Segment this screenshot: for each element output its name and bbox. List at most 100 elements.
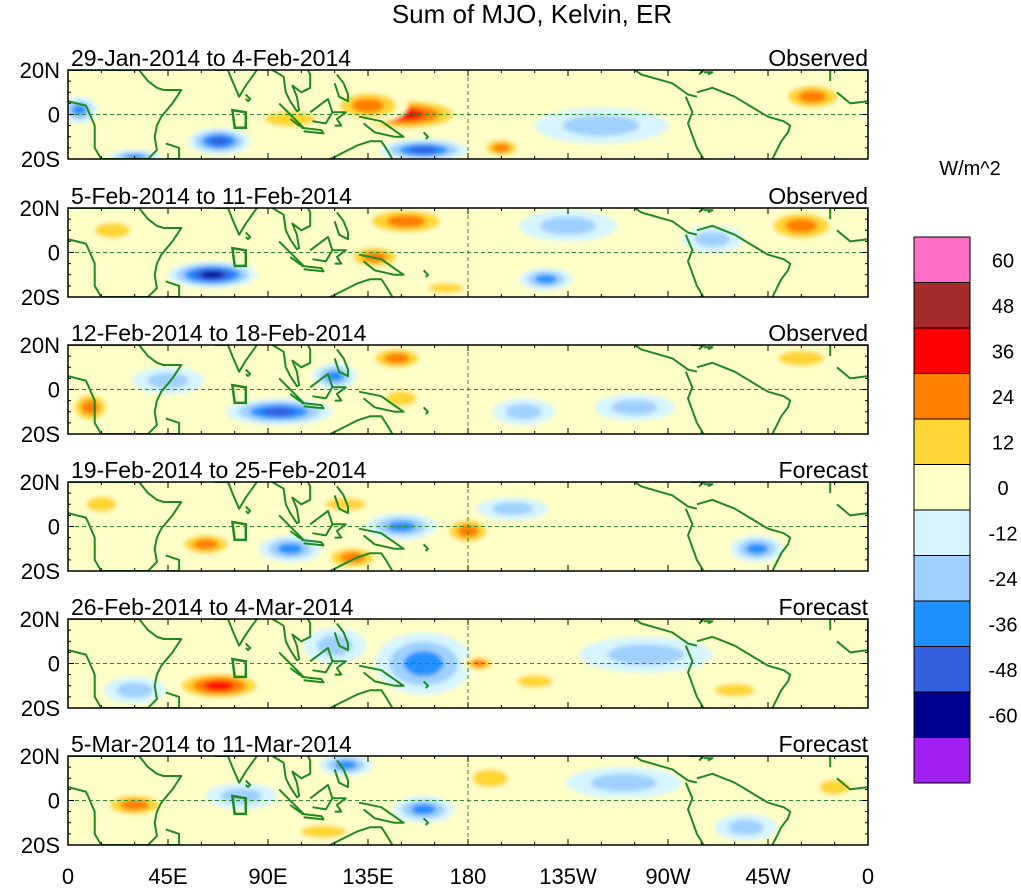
coastline xyxy=(214,345,258,373)
coastline xyxy=(690,756,705,762)
x-tick-label: 90E xyxy=(248,864,287,889)
coastline xyxy=(358,390,405,413)
colorbar-swatch xyxy=(913,555,971,602)
index-region-box xyxy=(230,520,248,542)
anomaly-contour xyxy=(203,680,235,691)
colorbar-swatch xyxy=(913,600,971,647)
panel-period: 5-Mar-2014 to 11-Mar-2014 xyxy=(71,731,352,757)
y-tick-label: 0 xyxy=(48,241,60,266)
coastline xyxy=(165,142,181,159)
coastlines xyxy=(68,70,868,159)
y-tick-label: 0 xyxy=(48,515,60,540)
colorbar-swatch xyxy=(913,737,971,784)
anomaly-contour xyxy=(539,216,597,235)
coastline xyxy=(634,482,698,510)
colorbar-label: 0 xyxy=(997,478,1008,500)
panel-ticks xyxy=(67,755,869,846)
y-tick-label: 0 xyxy=(48,103,60,128)
panel-status: Forecast xyxy=(779,731,869,757)
map-panel: 20N 0 20S 5-Mar-2014 to 11-Mar-2014 Forecast xyxy=(20,731,869,858)
coastline xyxy=(358,801,405,824)
panel-period: 26-Feb-2014 to 4-Mar-2014 xyxy=(71,594,354,620)
y-tick-label: 0 xyxy=(48,789,60,814)
anomaly-contour xyxy=(798,90,827,103)
anomaly-contour xyxy=(694,231,731,247)
coastline xyxy=(214,756,258,784)
index-region-box xyxy=(230,794,248,816)
map-panel: 20N 0 20S 5-Feb-2014 to 11-Feb-2014 Observed xyxy=(20,183,869,310)
anomaly-contour xyxy=(472,769,509,788)
coastline xyxy=(320,826,394,845)
coastline xyxy=(696,86,792,159)
coastline xyxy=(333,73,349,103)
colorbar-label: 48 xyxy=(992,296,1014,318)
coastline xyxy=(68,208,183,297)
anomaly-contour xyxy=(727,819,764,835)
coastline xyxy=(320,415,394,434)
panel-ticks xyxy=(67,207,869,298)
y-tick-label: 20S xyxy=(21,422,60,447)
coastline xyxy=(829,482,868,517)
coastline xyxy=(301,126,325,135)
coastline xyxy=(245,779,252,789)
panel-period: 19-Feb-2014 to 25-Feb-2014 xyxy=(71,457,367,483)
coastline xyxy=(829,619,868,654)
coastlines xyxy=(68,482,868,571)
colorbar-swatch xyxy=(913,236,971,283)
colorbar-label: 60 xyxy=(992,251,1014,273)
colorbar-label: 12 xyxy=(992,433,1014,455)
coastlines xyxy=(68,345,868,434)
coastline xyxy=(68,619,183,708)
anomaly-contour xyxy=(471,659,487,668)
coastline xyxy=(690,208,705,214)
anomaly-contour xyxy=(778,350,825,367)
y-tick-label: 20N xyxy=(20,744,60,769)
anomaly-field xyxy=(74,490,784,571)
coastline xyxy=(214,208,258,236)
colorbar-swatch xyxy=(913,464,971,511)
coastline xyxy=(422,269,429,278)
anomaly-contour xyxy=(714,683,756,697)
panel-period: 29-Jan-2014 to 4-Feb-2014 xyxy=(71,45,351,71)
colorbar-swatch xyxy=(913,646,971,693)
coastline xyxy=(165,828,181,845)
panel-ticks xyxy=(67,344,869,435)
coastline xyxy=(690,619,705,625)
map-panel: 20N 0 20S 29-Jan-2014 to 4-Feb-2014 Observed xyxy=(20,45,869,172)
coastline xyxy=(684,371,705,434)
coastline xyxy=(301,538,325,547)
x-tick-label: 180 xyxy=(450,864,487,889)
colorbar-label: -36 xyxy=(989,615,1018,637)
coastline xyxy=(422,406,429,415)
coastline xyxy=(333,485,349,515)
anomaly-contour xyxy=(505,404,542,420)
anomaly-contour xyxy=(819,779,850,795)
coastline xyxy=(422,817,429,826)
panel-status: Observed xyxy=(768,320,868,346)
coastline xyxy=(332,797,347,813)
coastline xyxy=(829,345,868,380)
coastline xyxy=(703,346,714,351)
panel-status: Observed xyxy=(768,183,868,209)
anomaly-contour xyxy=(220,788,262,804)
colorbar-swatch xyxy=(913,691,971,738)
anomaly-contour xyxy=(409,146,438,154)
coastline xyxy=(320,552,394,571)
figure-title: Sum of MJO, Kelvin, ER xyxy=(392,0,672,29)
anomaly-contour xyxy=(386,390,417,407)
coastline xyxy=(696,498,792,571)
coastline xyxy=(358,115,405,138)
coastlines xyxy=(68,208,868,297)
coastline xyxy=(333,759,349,789)
anomaly-contour xyxy=(427,282,464,294)
y-tick-label: 20S xyxy=(21,559,60,584)
coastline xyxy=(301,675,325,684)
coastlines xyxy=(68,756,868,845)
anomaly-contour xyxy=(457,524,479,538)
colorbar-swatch xyxy=(913,418,971,465)
panel-ticks xyxy=(67,618,869,709)
coastline xyxy=(634,619,698,647)
panel-period: 12-Feb-2014 to 18-Feb-2014 xyxy=(71,320,367,346)
anomaly-contour xyxy=(277,543,303,555)
coastline xyxy=(271,345,312,388)
